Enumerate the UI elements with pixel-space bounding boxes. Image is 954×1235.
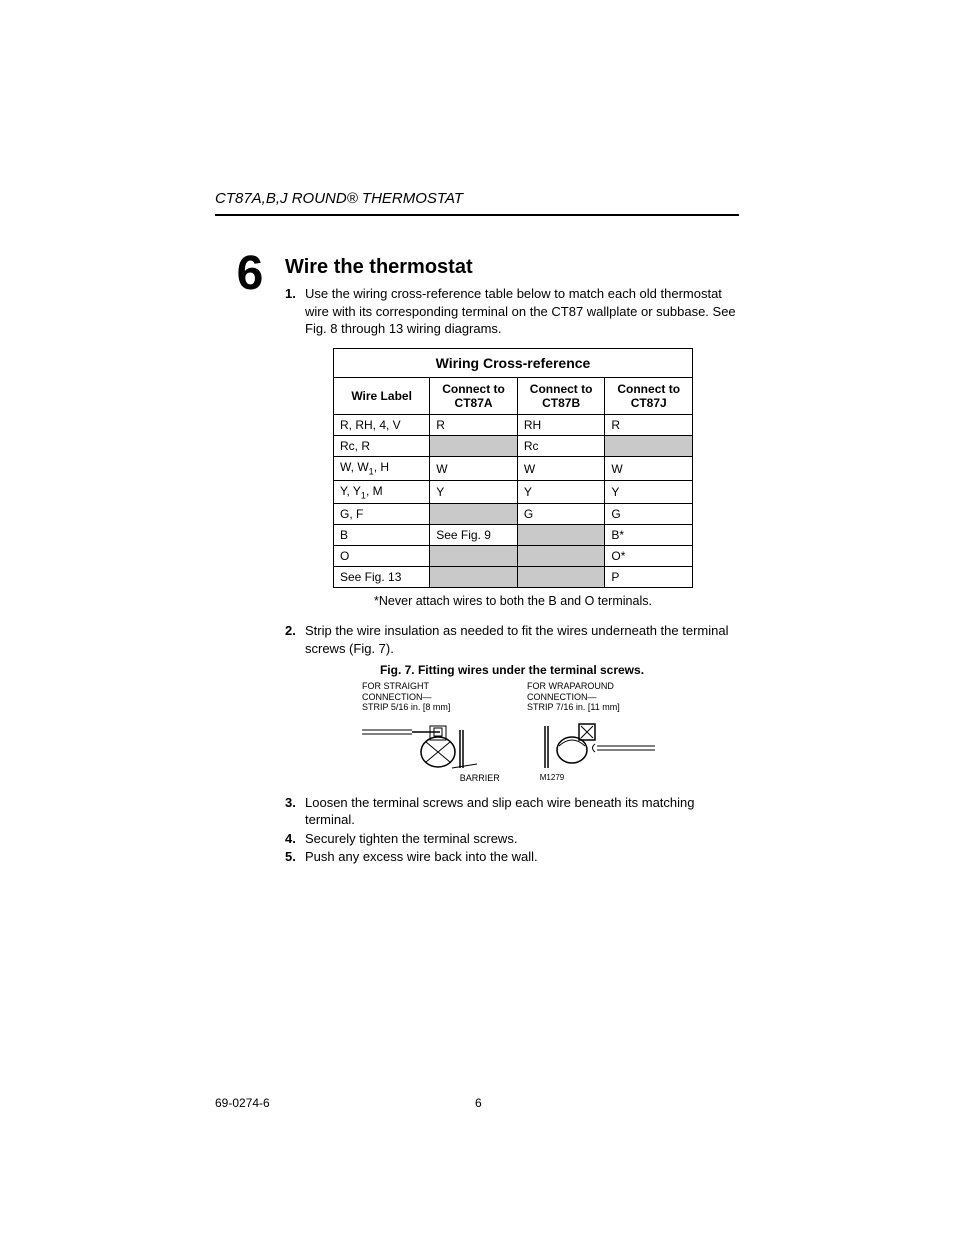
- figure-7-diagram: FOR STRAIGHT CONNECTION— STRIP 5/16 in. …: [362, 681, 662, 783]
- table-cell: R, RH, 4, V: [334, 415, 430, 436]
- table-cell: R: [430, 415, 518, 436]
- fig7-left-label: FOR STRAIGHT CONNECTION— STRIP 5/16 in. …: [362, 681, 497, 712]
- wiring-cross-reference-table: Wiring Cross-reference Wire Label Connec…: [333, 348, 739, 589]
- table-col-header: Connect toCT87B: [517, 377, 605, 415]
- list-number: 3.: [285, 794, 305, 829]
- table-cell: W: [517, 457, 605, 480]
- table-cell: G: [517, 504, 605, 525]
- table-col-header: Wire Label: [334, 377, 430, 415]
- list-item: 5. Push any excess wire back into the wa…: [285, 848, 739, 866]
- list-number: 1.: [285, 285, 305, 338]
- table-cell: O*: [605, 546, 693, 567]
- table-cell: B*: [605, 525, 693, 546]
- table-cell: [430, 567, 518, 588]
- table-cell: Y: [430, 480, 518, 503]
- table-cell: [605, 436, 693, 457]
- fig7-barrier-label: BARRIER: [460, 773, 500, 783]
- list-text: Strip the wire insulation as needed to f…: [305, 622, 739, 657]
- list-number: 4.: [285, 830, 305, 848]
- fig7-right-label: FOR WRAPAROUND CONNECTION— STRIP 7/16 in…: [527, 681, 662, 712]
- table-row: Y, Y1, MYYY: [334, 480, 693, 503]
- list-number: 2.: [285, 622, 305, 657]
- list-number: 5.: [285, 848, 305, 866]
- table-row: O O*: [334, 546, 693, 567]
- table-cell: Y, Y1, M: [334, 480, 430, 503]
- table-cell: Y: [517, 480, 605, 503]
- table-cell: R: [605, 415, 693, 436]
- footer-page-number: 6: [475, 1096, 482, 1110]
- table-row: Rc, R Rc: [334, 436, 693, 457]
- footer-doc-number: 69-0274-6: [215, 1096, 475, 1110]
- table-cell: Rc, R: [334, 436, 430, 457]
- table-cell: [517, 525, 605, 546]
- table-cell: P: [605, 567, 693, 588]
- table-title: Wiring Cross-reference: [334, 348, 693, 377]
- table-row: W, W1, HWWW: [334, 457, 693, 480]
- table-cell: [517, 546, 605, 567]
- table-col-header: Connect toCT87J: [605, 377, 693, 415]
- list-item: 4. Securely tighten the terminal screws.: [285, 830, 739, 848]
- table-cell: G: [605, 504, 693, 525]
- list-item: 1. Use the wiring cross-reference table …: [285, 285, 739, 338]
- fig7-left-svg: [362, 716, 482, 771]
- table-row: See Fig. 13 P: [334, 567, 693, 588]
- fig7-right-svg: [527, 716, 657, 771]
- table-cell: [517, 567, 605, 588]
- header-title: CT87A,B,J ROUND® THERMOSTAT: [215, 190, 463, 207]
- step-number: 6: [215, 250, 285, 298]
- table-cell: RH: [517, 415, 605, 436]
- table-cell: W, W1, H: [334, 457, 430, 480]
- table-cell: Rc: [517, 436, 605, 457]
- table-col-header: Connect toCT87A: [430, 377, 518, 415]
- list-text: Push any excess wire back into the wall.: [305, 848, 739, 866]
- table-cell: See Fig. 9: [430, 525, 518, 546]
- list-text: Use the wiring cross-reference table bel…: [305, 285, 739, 338]
- table-cell: G, F: [334, 504, 430, 525]
- table-cell: W: [430, 457, 518, 480]
- table-cell: [430, 546, 518, 567]
- list-text: Securely tighten the terminal screws.: [305, 830, 739, 848]
- list-item: 3. Loosen the terminal screws and slip e…: [285, 794, 739, 829]
- figure-caption: Fig. 7. Fitting wires under the terminal…: [285, 663, 739, 677]
- table-cell: W: [605, 457, 693, 480]
- table-row: G, F GG: [334, 504, 693, 525]
- table-row: BSee Fig. 9 B*: [334, 525, 693, 546]
- table-cell: [430, 504, 518, 525]
- fig7-ref: M1279: [540, 773, 564, 783]
- list-text: Loosen the terminal screws and slip each…: [305, 794, 739, 829]
- table-cell: O: [334, 546, 430, 567]
- table-cell: Y: [605, 480, 693, 503]
- table-row: R, RH, 4, VRRHR: [334, 415, 693, 436]
- section-title: Wire the thermostat: [285, 256, 739, 279]
- table-cell: See Fig. 13: [334, 567, 430, 588]
- table-footnote: *Never attach wires to both the B and O …: [333, 594, 693, 608]
- list-item: 2. Strip the wire insulation as needed t…: [285, 622, 739, 657]
- table-cell: B: [334, 525, 430, 546]
- page-footer: 69-0274-6 6: [215, 1096, 739, 1110]
- table-cell: [430, 436, 518, 457]
- page-header: CT87A,B,J ROUND® THERMOSTAT: [215, 190, 739, 216]
